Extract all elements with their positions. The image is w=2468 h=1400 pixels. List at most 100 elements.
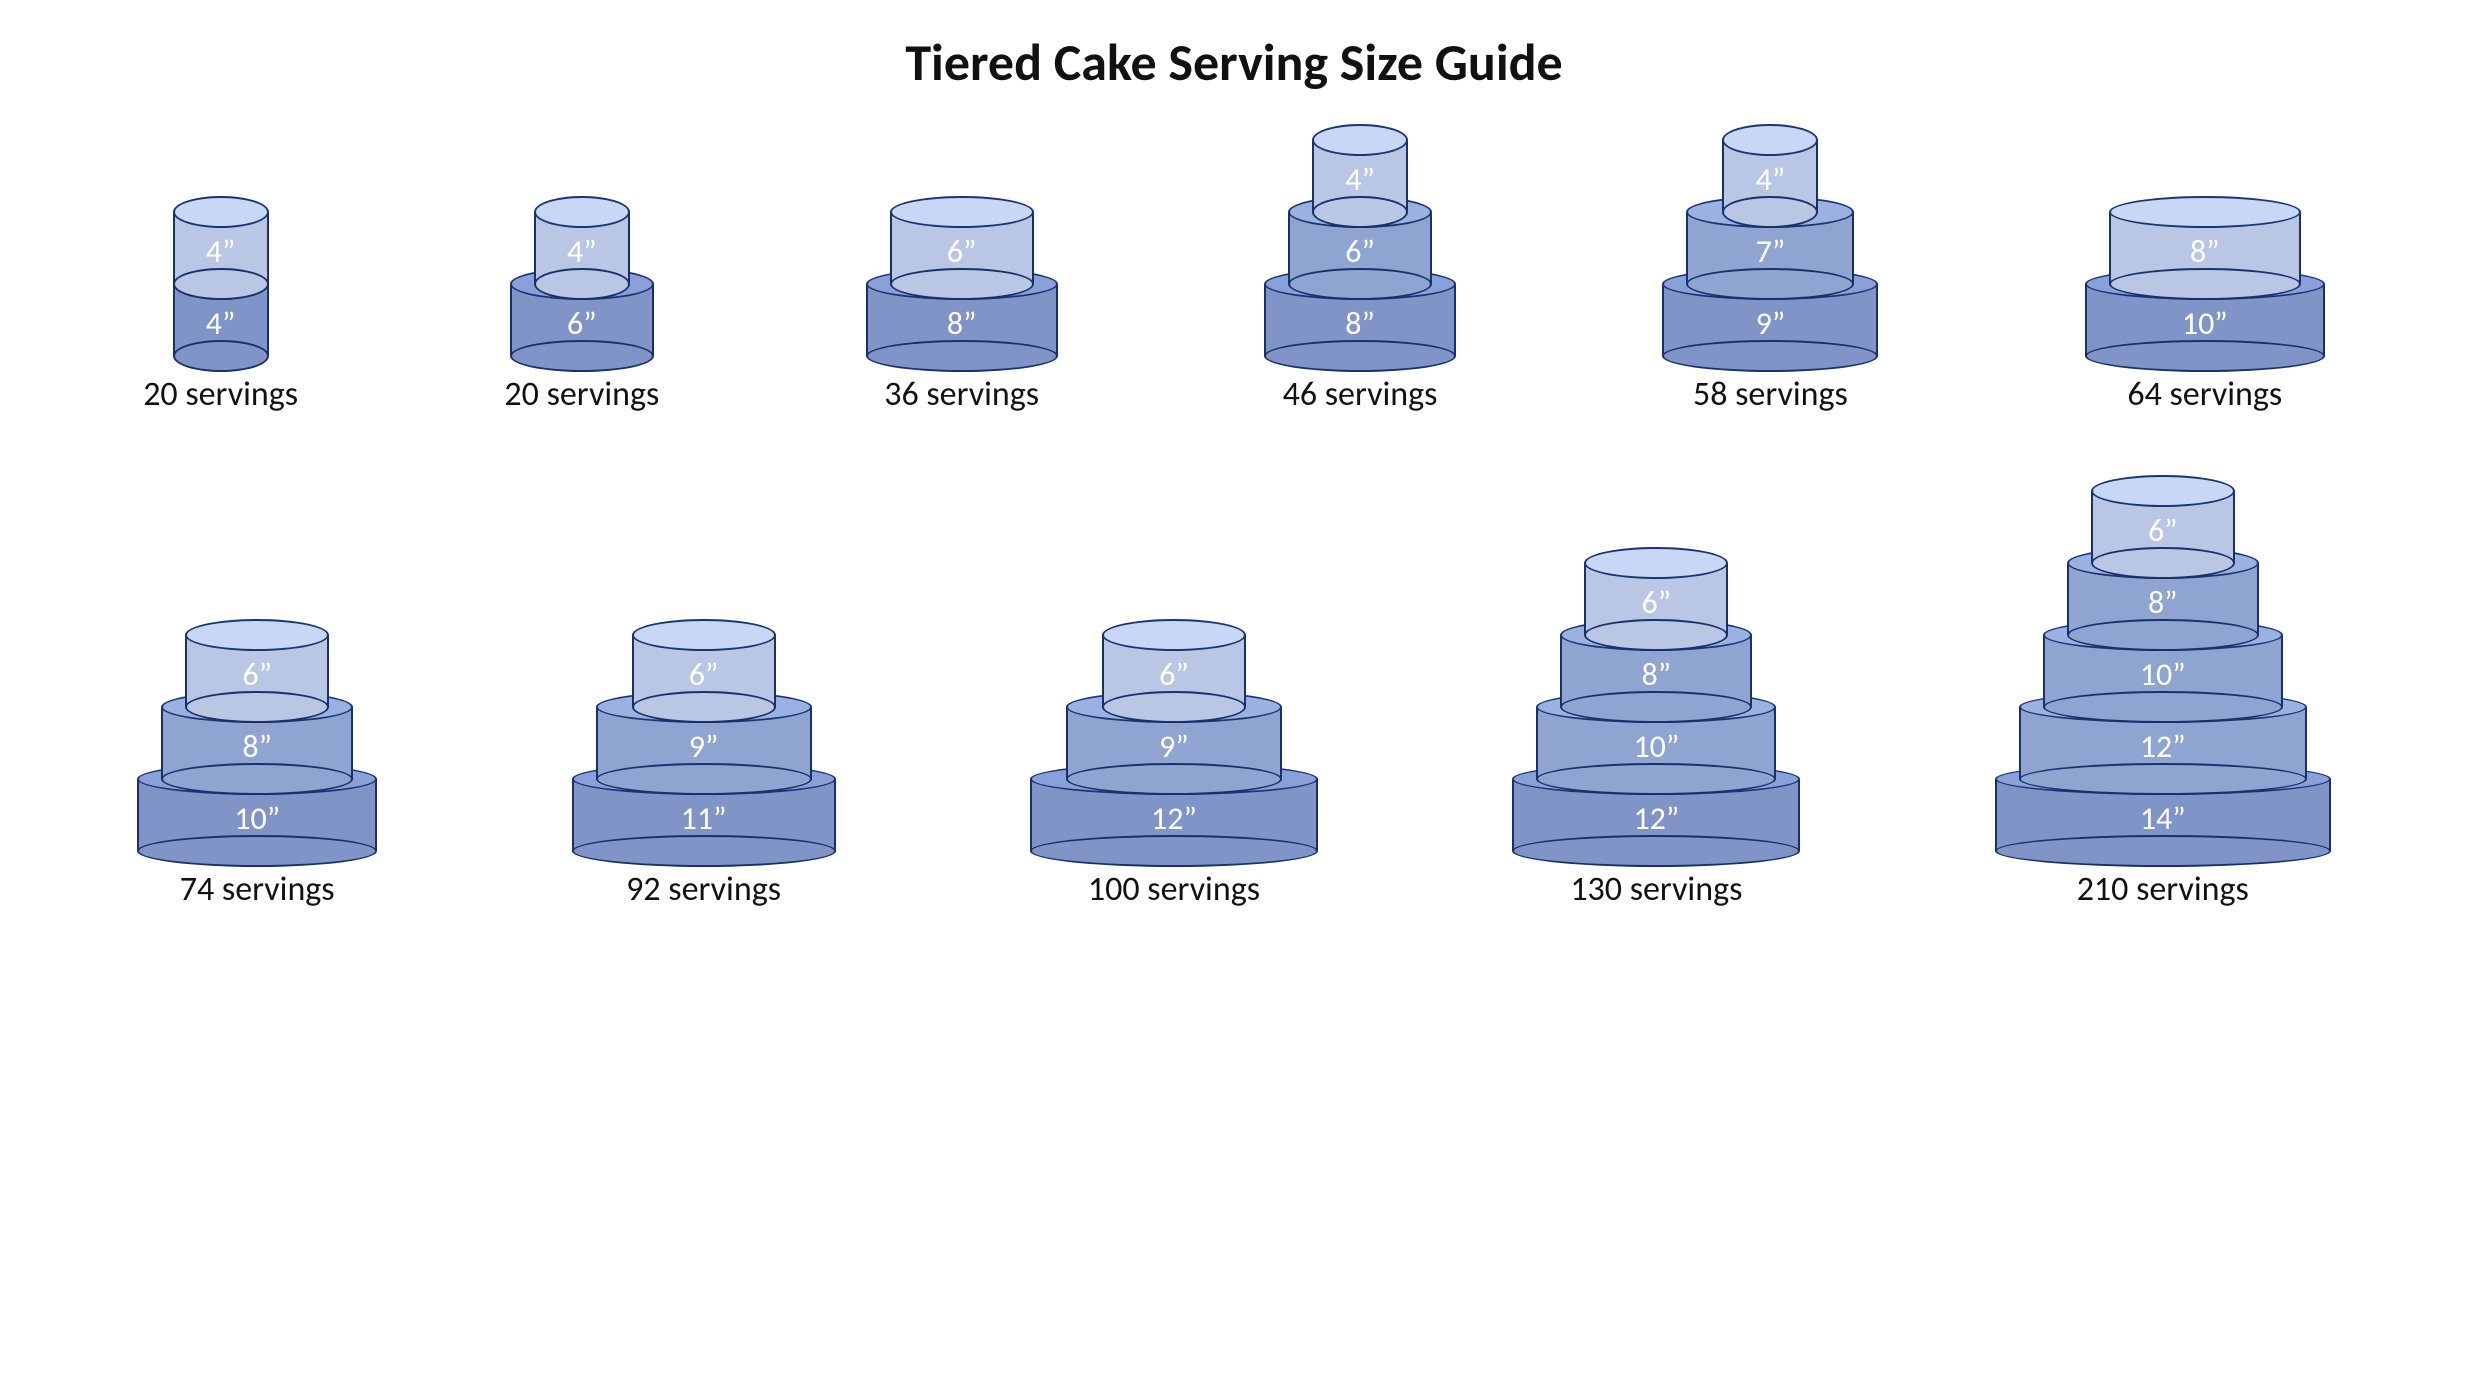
tier-bottom-ellipse <box>161 763 353 795</box>
tier-size-label: 6” <box>1102 655 1246 694</box>
cake-tiers: 11” 9” 6” <box>572 619 836 851</box>
tier-size-label: 4” <box>1312 160 1408 199</box>
tier-bottom-ellipse <box>596 763 812 795</box>
servings-caption: 92 servings <box>626 869 781 910</box>
servings-caption: 20 servings <box>143 374 298 415</box>
servings-caption: 130 servings <box>1570 869 1742 910</box>
cake-tiers: 8” 6” <box>866 196 1058 356</box>
tier-bottom-ellipse <box>1560 691 1752 723</box>
tier-size-label: 8” <box>2109 232 2301 271</box>
cake-tier: 6” <box>185 619 329 707</box>
cake: 11” 9” 6” 92 servings <box>572 619 836 910</box>
tier-size-label: 6” <box>890 232 1034 271</box>
tier-size-label: 10” <box>2085 304 2325 343</box>
tier-bottom-ellipse <box>1722 196 1818 228</box>
tier-top-ellipse <box>1584 547 1728 579</box>
tier-bottom-ellipse <box>1264 340 1456 372</box>
tier-top-ellipse <box>632 619 776 651</box>
tier-top-ellipse <box>1722 124 1818 156</box>
tier-bottom-ellipse <box>2109 268 2301 300</box>
tier-size-label: 9” <box>1662 304 1878 343</box>
page: Tiered Cake Serving Size Guide 4”4”20 se… <box>0 0 2468 1400</box>
tier-bottom-ellipse <box>632 691 776 723</box>
cake: 10”8”64 servings <box>2085 196 2325 415</box>
cake-tier: 6” <box>2091 475 2235 563</box>
tier-bottom-ellipse <box>1686 268 1854 300</box>
tier-bottom-ellipse <box>1662 340 1878 372</box>
tier-bottom-ellipse <box>1512 835 1800 867</box>
tier-bottom-ellipse <box>572 835 836 867</box>
tier-bottom-ellipse <box>185 691 329 723</box>
cake-tier: 4” <box>173 196 269 284</box>
cake-tier: 6” <box>890 196 1034 284</box>
cake-tiers: 10” 8” 6” <box>137 619 377 851</box>
tier-size-label: 7” <box>1686 232 1854 271</box>
tier-bottom-ellipse <box>173 340 269 372</box>
tier-bottom-ellipse <box>2085 340 2325 372</box>
tier-top-ellipse <box>890 196 1034 228</box>
cake-tier: 4” <box>534 196 630 284</box>
tier-bottom-ellipse <box>2091 547 2235 579</box>
cake: 9”7”4”58 servings <box>1662 124 1878 415</box>
cake-tier: 6” <box>632 619 776 707</box>
tier-bottom-ellipse <box>510 340 654 372</box>
tier-top-ellipse <box>173 196 269 228</box>
tier-top-ellipse <box>2091 475 2235 507</box>
cake: 12”10”8”6” 130 servings <box>1512 547 1800 910</box>
cake-tier: 8” <box>2109 196 2301 284</box>
cake-tiers: 4” 4” <box>173 196 269 356</box>
cake: 12”9”6” 100 servings <box>1030 619 1318 910</box>
tier-size-label: 8” <box>161 727 353 766</box>
cake-tiers: 6” 4” <box>510 196 654 356</box>
servings-caption: 100 servings <box>1088 869 1260 910</box>
cake-tier: 6” <box>1584 547 1728 635</box>
tier-bottom-ellipse <box>1030 835 1318 867</box>
tier-size-label: 4” <box>173 232 269 271</box>
tier-size-label: 14” <box>1995 799 2331 838</box>
tier-size-label: 10” <box>1536 727 1776 766</box>
tier-bottom-ellipse <box>1995 835 2331 867</box>
tier-bottom-ellipse <box>137 835 377 867</box>
tier-top-ellipse <box>534 196 630 228</box>
tier-size-label: 6” <box>1584 583 1728 622</box>
tier-size-label: 8” <box>866 304 1058 343</box>
cake-tiers: 9” 7” 4” <box>1662 124 1878 356</box>
tier-bottom-ellipse <box>890 268 1034 300</box>
tier-top-ellipse <box>1102 619 1246 651</box>
tier-size-label: 4” <box>173 304 269 343</box>
tier-bottom-ellipse <box>534 268 630 300</box>
cake-tiers: 10” 8” <box>2085 196 2325 356</box>
tier-size-label: 6” <box>632 655 776 694</box>
cake-tiers: 14” 12” 10” 8” 6” <box>1995 475 2331 851</box>
tier-size-label: 11” <box>572 799 836 838</box>
cake: 8” 6” 36 servings <box>866 196 1058 415</box>
cake: 4” 4” 20 servings <box>143 196 298 415</box>
tier-size-label: 6” <box>1288 232 1432 271</box>
tier-size-label: 10” <box>2043 655 2283 694</box>
tier-size-label: 8” <box>2067 583 2259 622</box>
tier-size-label: 6” <box>2091 511 2235 550</box>
tier-size-label: 10” <box>137 799 377 838</box>
tier-bottom-ellipse <box>1312 196 1408 228</box>
cake-row: 4” 4” 20 servings 6” 4” 20 servings 8” 6” 36 ser… <box>40 124 2428 415</box>
tier-size-label: 9” <box>596 727 812 766</box>
cake: 14” 12” 10” 8” 6” 210 servings <box>1995 475 2331 910</box>
cake-tiers: 12”9”6” <box>1030 619 1318 851</box>
servings-caption: 210 servings <box>2077 869 2249 910</box>
tier-size-label: 12” <box>1030 799 1318 838</box>
cake-tiers: 8”6”4” <box>1264 124 1456 356</box>
tier-bottom-ellipse <box>2067 619 2259 651</box>
cake-tier: 6” <box>1102 619 1246 707</box>
servings-caption: 20 servings <box>504 374 659 415</box>
servings-caption: 36 servings <box>884 374 1039 415</box>
tier-size-label: 12” <box>2019 727 2307 766</box>
servings-caption: 46 servings <box>1283 374 1438 415</box>
cake-row: 10”8”6”74 servings11”9”6”92 servings12”9… <box>40 475 2428 910</box>
tier-bottom-ellipse <box>1584 619 1728 651</box>
tier-bottom-ellipse <box>2019 763 2307 795</box>
cake-tier: 4” <box>1312 124 1408 212</box>
cake-tiers: 12”10”8”6” <box>1512 547 1800 851</box>
tier-size-label: 6” <box>510 304 654 343</box>
cake-tier: 4” <box>1722 124 1818 212</box>
cake: 6” 4” 20 servings <box>504 196 659 415</box>
